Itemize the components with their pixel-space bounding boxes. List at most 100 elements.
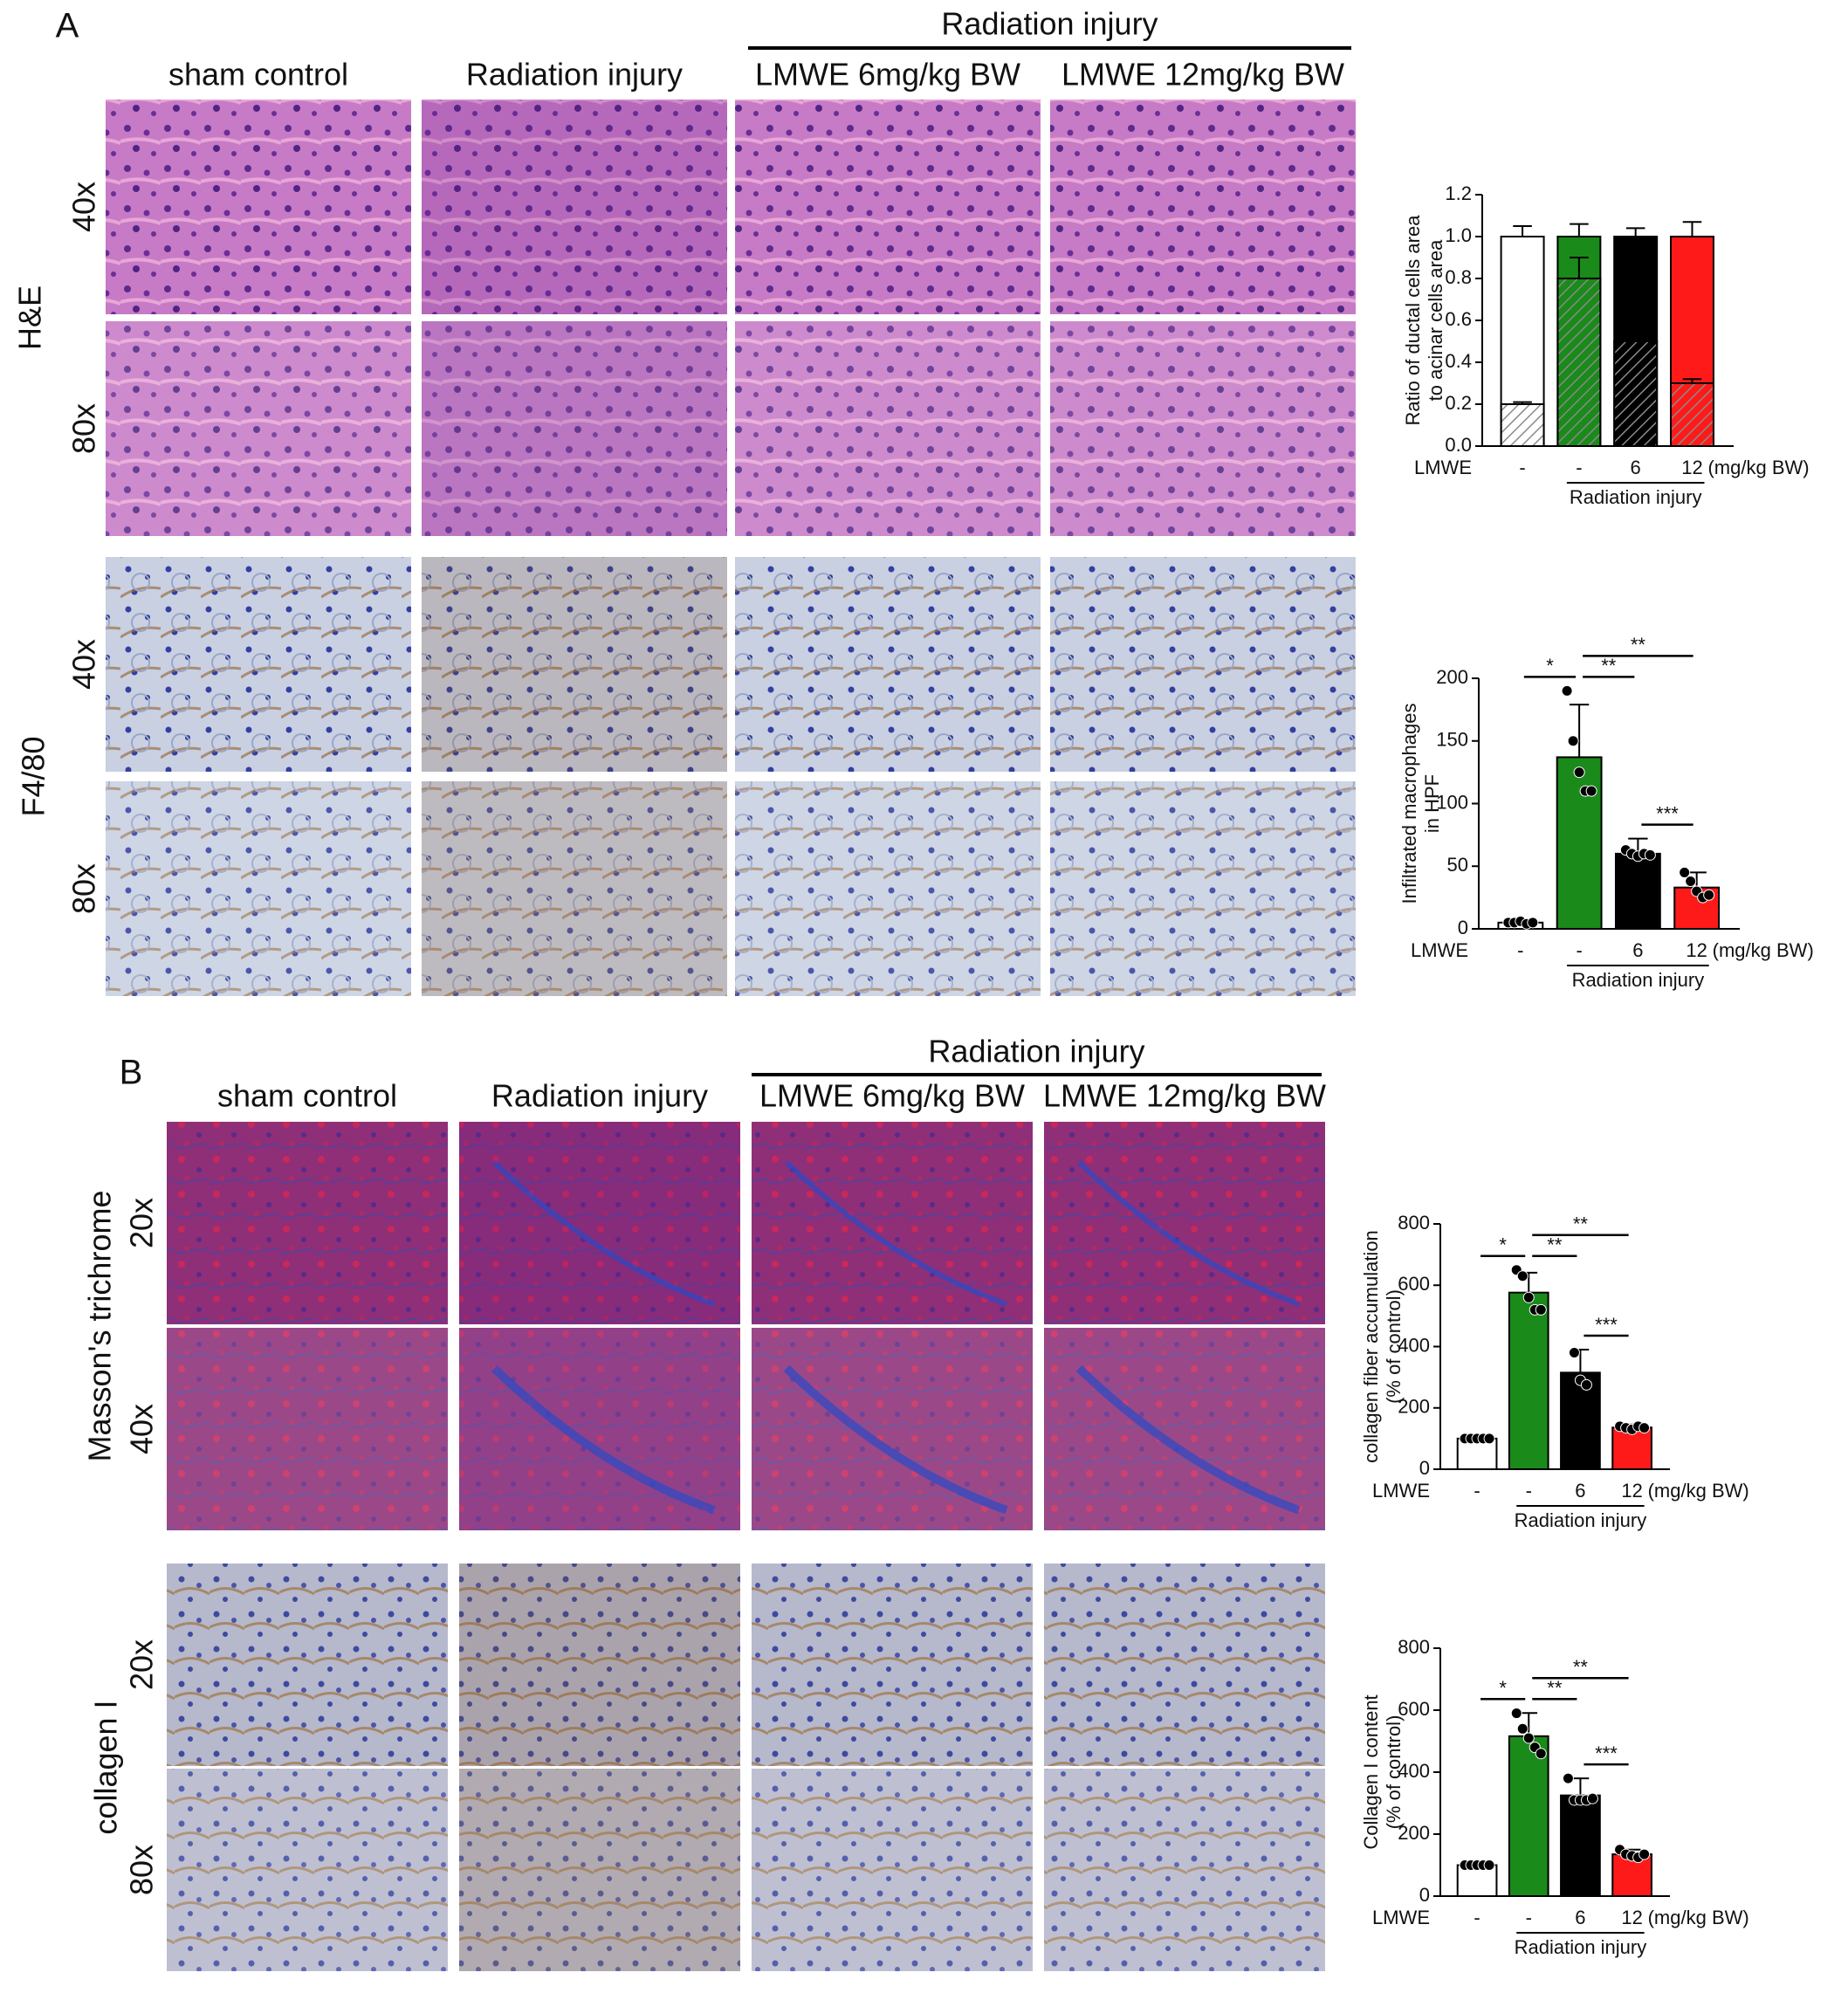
micrograph-image	[752, 1769, 1033, 1971]
micrograph	[167, 1328, 448, 1530]
data-point	[1638, 1848, 1651, 1860]
micrograph	[1050, 100, 1356, 314]
column-header: LMWE 6mg/kg BW	[755, 57, 1020, 93]
micrograph	[459, 1328, 740, 1530]
micrograph	[422, 781, 727, 996]
data-point	[1573, 766, 1585, 779]
significance-label: **	[1547, 1234, 1563, 1256]
error-bar	[1625, 338, 1645, 341]
x-tick-label: -	[1519, 457, 1525, 478]
data-point	[1567, 735, 1579, 747]
micrograph-image	[167, 1564, 448, 1766]
micrograph-lesion-tint	[422, 321, 727, 536]
significance-label: **	[1547, 1677, 1563, 1699]
x-tick-label: -	[1474, 1480, 1480, 1502]
bar	[1560, 1794, 1601, 1897]
micrograph-image	[1044, 1769, 1325, 1971]
data-point	[1586, 1792, 1598, 1804]
micrograph-zoom-tint	[1044, 1328, 1325, 1530]
magnification-label: 40x	[66, 182, 102, 232]
micrograph	[1044, 1564, 1325, 1766]
error-bar	[1687, 871, 1707, 888]
data-point	[1585, 785, 1597, 797]
significance-label: ***	[1595, 1742, 1618, 1764]
micrograph	[106, 781, 411, 996]
y-tick-label: 400	[1398, 1760, 1430, 1782]
bar-hatch	[1500, 403, 1545, 447]
y-tick-label: 0.8	[1445, 266, 1472, 288]
micrograph-image	[735, 557, 1041, 772]
micrograph-image	[1050, 100, 1356, 314]
fibrosis-streak	[784, 1160, 1008, 1307]
bar	[1556, 756, 1603, 931]
micrograph-zoom-tint	[1050, 321, 1356, 536]
stain-label: F4/80	[16, 736, 52, 816]
micrograph-image	[459, 1564, 740, 1766]
micrograph-image	[1050, 781, 1356, 996]
micrograph-image	[1044, 1564, 1325, 1766]
row-label: LMWE	[1414, 457, 1472, 478]
error-bar	[1569, 704, 1590, 758]
micrograph	[459, 1122, 740, 1324]
y-tick-label: 0.2	[1445, 392, 1472, 414]
x-tick-label: -	[1474, 1907, 1480, 1928]
micrograph	[422, 557, 727, 772]
y-tick-label: 1.2	[1445, 182, 1472, 204]
group-header: Radiation injury	[928, 1034, 1144, 1069]
column-header: sham control	[217, 1078, 397, 1114]
micrograph	[459, 1769, 740, 1971]
column-header: Radiation injury	[491, 1078, 708, 1114]
x-tick-label: -	[1576, 457, 1582, 478]
micrograph	[752, 1564, 1033, 1766]
bar	[1508, 1291, 1549, 1471]
micrograph-image	[106, 321, 411, 536]
row-label: LMWE	[1372, 1907, 1430, 1928]
error-bar	[1520, 1712, 1538, 1736]
micrograph	[752, 1769, 1033, 1971]
magnification-label: 80x	[66, 403, 102, 454]
column-header: LMWE 6mg/kg BW	[759, 1078, 1025, 1114]
fibrosis-streak	[1075, 1364, 1301, 1515]
data-point	[1679, 866, 1691, 878]
data-point	[1510, 1708, 1522, 1720]
y-tick-label: 0.6	[1445, 308, 1472, 330]
micrograph-zoom-tint	[459, 1328, 740, 1530]
panel-label: A	[56, 7, 79, 45]
bar	[1673, 886, 1721, 931]
x-tick-label: 12	[1681, 457, 1702, 478]
micrograph-image	[459, 1769, 740, 1971]
micrograph-lesion-tint	[422, 557, 727, 772]
micrograph-image	[167, 1122, 448, 1324]
micrograph-zoom-tint	[106, 781, 411, 996]
micrograph-image	[459, 1122, 740, 1324]
group-label: Radiation injury	[1515, 1936, 1647, 1958]
y-axis-label: Infiltrated macrophages	[1398, 704, 1420, 904]
group-label: Radiation injury	[1570, 486, 1702, 508]
micrograph-image	[167, 1328, 448, 1530]
micrograph	[752, 1122, 1033, 1324]
micrograph-lesion-tint	[422, 100, 727, 314]
row-label: LMWE	[1372, 1480, 1430, 1502]
y-tick-label: 50	[1447, 854, 1468, 876]
micrograph-image	[1050, 321, 1356, 536]
micrograph-image	[422, 557, 727, 772]
fibrosis-streak	[491, 1364, 716, 1515]
micrograph-image	[752, 1122, 1033, 1324]
micrograph-image	[735, 321, 1041, 536]
data-point	[1685, 875, 1697, 887]
group-label: Radiation injury	[1572, 969, 1705, 991]
micrograph-image	[1044, 1122, 1325, 1324]
micrograph-zoom-tint	[735, 781, 1041, 996]
data-point	[1516, 1270, 1529, 1282]
data-point	[1561, 684, 1573, 697]
column-header: sham control	[168, 57, 348, 93]
micrograph-image	[459, 1328, 740, 1530]
micrograph	[167, 1769, 448, 1971]
error-bar	[1571, 1777, 1590, 1796]
micrograph-image	[106, 100, 411, 314]
unit-label: (mg/kg BW)	[1707, 457, 1809, 478]
data-point	[1527, 917, 1539, 929]
micrograph	[459, 1564, 740, 1766]
y-tick-label: 800	[1398, 1636, 1430, 1658]
